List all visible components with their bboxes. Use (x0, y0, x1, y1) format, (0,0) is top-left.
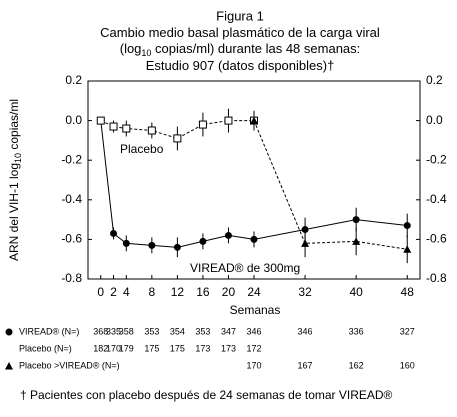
y2-tick-label: 0.0 (426, 113, 443, 127)
marker-square (96, 116, 105, 125)
table-cell: 160 (400, 360, 415, 370)
x-tick-label: 4 (123, 285, 130, 299)
y2-tick-label: -0.2 (426, 152, 447, 166)
marker-square (198, 120, 207, 129)
marker-triangle (352, 237, 361, 245)
table-cell: 358 (119, 326, 134, 336)
y2-tick-label: -0.8 (426, 271, 447, 285)
marker-circle (5, 328, 13, 336)
marker-triangle (403, 245, 412, 253)
series-label: VIREAD® de 300mg (190, 261, 300, 275)
chart-title: (log10 copias/ml) durante las 48 semanas… (120, 41, 361, 58)
table-cell: 346 (246, 326, 261, 336)
series-line (253, 120, 408, 250)
y-tick-label: -0.8 (61, 271, 82, 285)
table-cell: 170 (106, 343, 121, 353)
marker-circle (224, 231, 232, 239)
x-tick-label: 2 (110, 285, 117, 299)
y-axis-label-part: copias/ml (7, 99, 21, 153)
x-tick-label: 32 (298, 285, 312, 299)
footnote: † Pacientes con placebo después de 24 se… (20, 388, 393, 402)
marker-circle (250, 235, 258, 243)
x-tick-label: 48 (401, 285, 415, 299)
table-cell: 182 (93, 343, 108, 353)
y-tick-label: -0.6 (61, 232, 82, 246)
y-tick-label: -0.4 (61, 192, 82, 206)
y2-tick-label: 0.2 (426, 73, 443, 87)
chart-title: Cambio medio basal plasmático de la carg… (100, 25, 380, 40)
x-tick-label: 24 (247, 285, 261, 299)
table-cell: 172 (246, 343, 261, 353)
marker-square (109, 122, 118, 131)
chart-title-part: (log (120, 41, 142, 56)
marker-square (122, 124, 131, 133)
table-cell: 327 (400, 326, 415, 336)
series-line (100, 120, 408, 248)
marker-circle (122, 239, 130, 247)
y-tick-label: -0.2 (61, 152, 82, 166)
table-cell: 354 (170, 326, 185, 336)
table-cell: 336 (349, 326, 364, 336)
table-cell: 162 (349, 360, 364, 370)
x-tick-label: 0 (97, 285, 104, 299)
marker-square (173, 134, 182, 143)
y-tick-label: 0.2 (65, 73, 82, 87)
x-tick-label: 12 (171, 285, 185, 299)
chart-title-part: 10 (141, 48, 151, 58)
marker-circle (352, 216, 360, 224)
y-axis-label: ARN del VIH-1 log10 copias/ml (7, 99, 23, 261)
table-cell: 173 (195, 343, 210, 353)
marker-circle (173, 243, 181, 251)
table-cell: 347 (221, 326, 236, 336)
marker-circle (110, 229, 118, 237)
table-cell: 346 (298, 326, 313, 336)
chart-title: Figura 1 (216, 8, 264, 23)
y2-tick-label: -0.6 (426, 232, 447, 246)
table-cell: 179 (119, 343, 134, 353)
chart-title: Estudio 907 (datos disponibles)† (146, 58, 335, 73)
table-cell: 353 (195, 326, 210, 336)
table-cell: 368 (93, 326, 108, 336)
y-axis-label-part: ARN del VIH-1 log (7, 163, 21, 261)
marker-circle (199, 237, 207, 245)
series-label: Placebo (120, 142, 164, 156)
marker-triangle (250, 116, 258, 125)
table-cell: 167 (298, 360, 313, 370)
marker-circle (403, 222, 411, 230)
table-cell: 175 (144, 343, 159, 353)
marker-square (147, 126, 156, 135)
marker-triangle (5, 362, 13, 370)
marker-square (224, 116, 233, 125)
x-axis-label: Semanas (230, 303, 281, 317)
table-row-label: VIREAD® (N=) (19, 326, 79, 336)
marker-triangle (301, 239, 310, 247)
table-cell: 175 (170, 343, 185, 353)
table-cell: 335 (106, 326, 121, 336)
table-cell: 173 (221, 343, 236, 353)
table-row-label: Placebo >VIREAD® (N=) (19, 360, 120, 370)
x-tick-label: 8 (149, 285, 156, 299)
y-tick-label: 0.0 (65, 113, 82, 127)
marker-circle (148, 241, 156, 249)
table-cell: 353 (144, 326, 159, 336)
x-tick-label: 40 (349, 285, 363, 299)
chart-title-part: copias/ml) durante las 48 semanas: (151, 41, 360, 56)
table-row-label: Placebo (N=) (19, 343, 72, 353)
x-tick-label: 16 (196, 285, 210, 299)
y-axis-label-part: 10 (13, 153, 23, 163)
x-tick-label: 20 (222, 285, 236, 299)
y2-tick-label: -0.4 (426, 192, 447, 206)
table-cell: 170 (246, 360, 261, 370)
